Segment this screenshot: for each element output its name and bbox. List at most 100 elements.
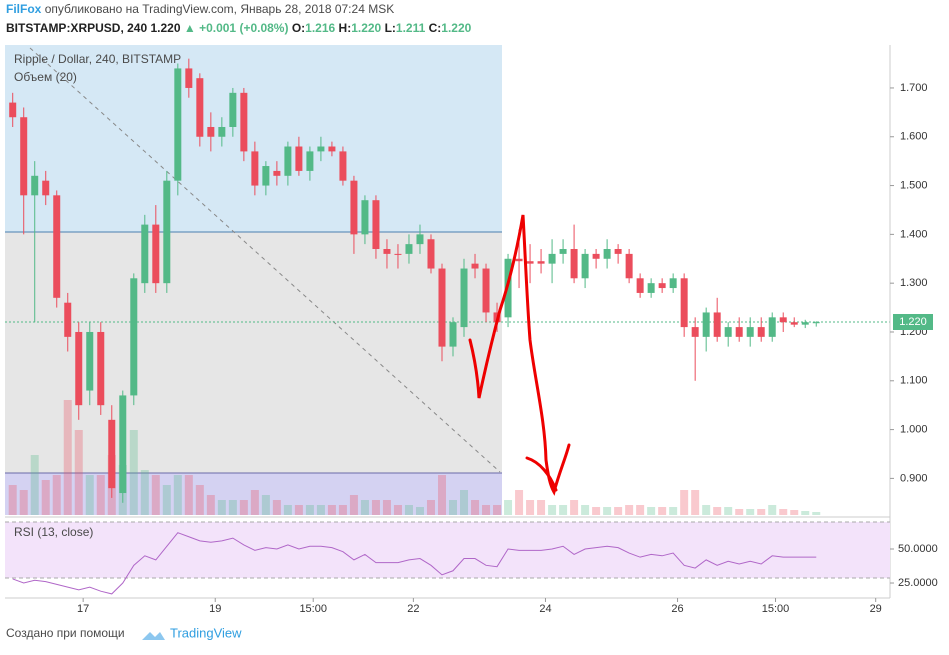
candle-body <box>812 322 820 324</box>
candle-body <box>350 180 358 235</box>
volume-bar <box>548 505 557 515</box>
candle-body <box>251 151 259 186</box>
candle-body <box>548 253 556 264</box>
candle-body <box>625 253 633 279</box>
volume-bar <box>250 490 259 515</box>
candle-body <box>713 312 721 337</box>
volume-bar <box>393 505 402 515</box>
volume-bar <box>603 507 612 515</box>
candle-body <box>108 419 116 489</box>
volume-bar <box>790 510 799 515</box>
candle-body <box>768 317 776 337</box>
candle-body <box>515 258 523 262</box>
volume-bar <box>449 500 458 515</box>
candle-body <box>240 92 248 152</box>
volume-bar <box>217 500 226 515</box>
candle-body <box>86 331 94 391</box>
volume-bar <box>415 507 424 515</box>
volume-bar <box>559 505 568 515</box>
candle-body <box>42 180 50 196</box>
volume-bar <box>195 485 204 515</box>
ticker-line: BITSTAMP:XRPUSD, 240 1.220 ▲ +0.001 (+0.… <box>6 21 472 35</box>
candle-body <box>537 261 545 264</box>
candle-body <box>658 283 666 289</box>
volume-bar <box>812 512 821 515</box>
change: ▲ +0.001 (+0.08%) <box>184 21 289 35</box>
volume-bar <box>283 505 292 515</box>
volume-bar <box>19 490 28 515</box>
ohlc-value: 1.216 <box>305 21 335 35</box>
candle-body <box>75 331 83 406</box>
candle-body <box>669 278 677 289</box>
volume-bar <box>537 500 546 515</box>
rsi-band <box>5 522 890 578</box>
candle-body <box>284 146 292 176</box>
candle-body <box>614 249 622 254</box>
volume-bar <box>680 490 689 515</box>
volume-bar <box>526 500 535 515</box>
volume-bar <box>647 507 656 515</box>
volume-bar <box>85 475 94 515</box>
header-line: FilFox опубликовано на TradingView.com, … <box>6 2 394 16</box>
volume-bar <box>746 509 755 515</box>
candle-body <box>328 146 336 152</box>
volume-bar <box>239 500 248 515</box>
logo <box>142 632 165 640</box>
symbol: BITSTAMP:XRPUSD, 240 <box>6 21 147 35</box>
rsi-line <box>12 532 817 595</box>
candle-body <box>383 249 391 254</box>
ohlc-value: 1.211 <box>396 21 426 35</box>
candle-body <box>427 239 435 269</box>
volume-bar <box>382 500 391 515</box>
volume-bar <box>437 475 446 515</box>
volume-bar <box>658 507 667 515</box>
candle-body <box>471 263 479 269</box>
rsi-tick-label: 50.0000 <box>898 543 938 555</box>
volume-bar <box>261 495 270 515</box>
candle-body <box>592 253 600 259</box>
candle-body <box>97 331 105 406</box>
volume-bar <box>404 505 413 515</box>
candle-body <box>339 151 347 181</box>
candle-body <box>372 200 380 250</box>
ohlc-value: 1.220 <box>351 21 381 35</box>
volume-bar <box>74 430 83 515</box>
volume-bar <box>360 500 369 515</box>
volume-bar <box>625 505 634 515</box>
volume-bar <box>371 500 380 515</box>
volume-bar <box>702 505 711 515</box>
last: 1.220 <box>150 21 180 35</box>
y-tick-label: 1.000 <box>900 423 928 435</box>
shaded-zone <box>5 473 502 515</box>
candle-body <box>482 268 490 313</box>
volume-bar <box>757 509 766 515</box>
volume-bar <box>129 430 138 515</box>
volume-bar <box>41 480 50 515</box>
published: опубликовано на TradingView.com, Январь … <box>45 2 395 16</box>
candle-body <box>636 278 644 293</box>
volume-bar <box>338 505 347 515</box>
volume-bar <box>151 475 160 515</box>
candle-body <box>218 126 226 137</box>
trend-line <box>29 47 501 473</box>
x-tick-label: 15:00 <box>762 603 790 615</box>
candle-body <box>559 249 567 254</box>
candle-body <box>680 278 688 328</box>
candle-body <box>317 146 325 152</box>
candle-body <box>9 102 17 118</box>
volume-bar <box>482 505 491 515</box>
candle-body <box>779 317 787 323</box>
y-tick-label: 1.500 <box>900 179 928 191</box>
candle-body <box>152 224 160 284</box>
candle-body <box>746 327 754 337</box>
candle-body <box>757 327 765 337</box>
volume-bar <box>570 500 579 515</box>
volume-bar <box>768 505 777 515</box>
volume-bar <box>636 505 645 515</box>
volume-bar <box>228 500 237 515</box>
footer-brand[interactable]: TradingView <box>170 625 242 640</box>
volume-bar <box>504 500 513 515</box>
ohlc-label: C: <box>429 21 442 35</box>
volume-bar <box>515 490 524 515</box>
